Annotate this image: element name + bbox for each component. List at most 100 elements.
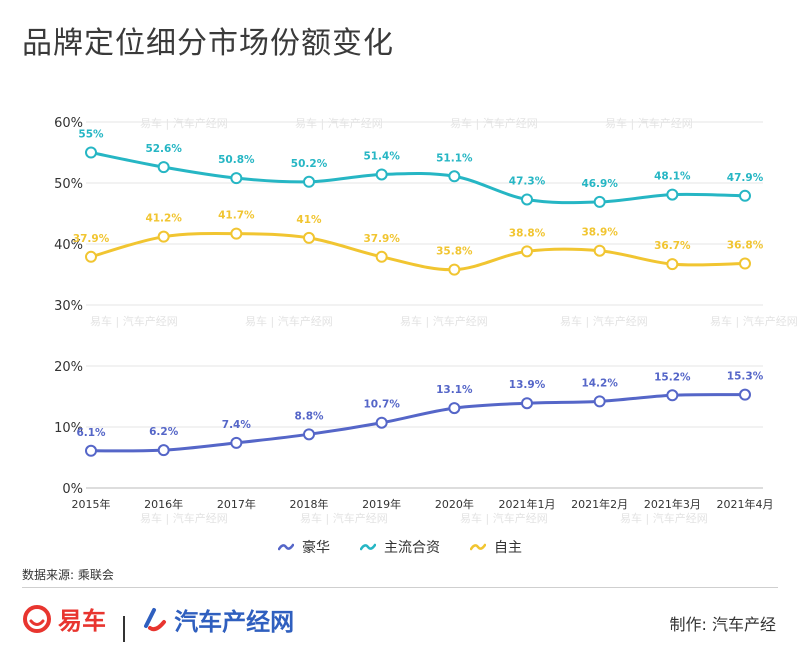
data-point-domestic[interactable] bbox=[375, 250, 388, 263]
chanjing-logo-text: 汽车产经网 bbox=[174, 608, 295, 636]
data-label-luxury: 7.4% bbox=[222, 419, 252, 431]
data-label-luxury: 15.3% bbox=[727, 371, 764, 383]
data-point-domestic[interactable] bbox=[85, 250, 97, 263]
data-label-mainstream: 51.1% bbox=[436, 152, 473, 164]
data-label-luxury: 10.7% bbox=[363, 399, 400, 411]
data-label-luxury: 6.2% bbox=[149, 426, 179, 438]
y-tick-label: 40% bbox=[54, 238, 83, 253]
logo-separator bbox=[123, 616, 126, 642]
legend-item-mainstream[interactable]: 主流合资 bbox=[360, 537, 440, 557]
legend-label-domestic: 自主 bbox=[494, 540, 522, 556]
data-point-luxury[interactable] bbox=[85, 444, 97, 457]
legend-item-luxury[interactable]: 豪华 bbox=[278, 537, 330, 557]
watermark-text: 易车 | 汽车产经网 bbox=[295, 116, 383, 130]
x-tick-label: 2021年1月 bbox=[499, 497, 556, 511]
y-tick-label: 10% bbox=[54, 421, 83, 436]
data-point-domestic[interactable] bbox=[739, 257, 751, 270]
data-label-luxury: 15.2% bbox=[654, 371, 691, 383]
y-tick-label: 30% bbox=[54, 299, 83, 314]
data-label-domestic: 36.8% bbox=[727, 240, 764, 252]
yiche-logo: 易车 bbox=[22, 601, 106, 636]
data-label-luxury: 6.1% bbox=[76, 427, 106, 439]
x-tick-label: 2018年 bbox=[290, 497, 329, 511]
legend-label-luxury: 豪华 bbox=[302, 540, 330, 556]
data-point-domestic[interactable] bbox=[230, 227, 243, 240]
watermark-layer: 易车 | 汽车产经网 易车 | 汽车产经网 易车 | 汽车产经网 易车 | 汽车产经网… bbox=[90, 116, 798, 525]
data-label-domestic: 37.9% bbox=[73, 233, 110, 245]
maker-credit: 制作: 汽车产经 bbox=[669, 615, 776, 634]
watermark-text: 易车 | 汽车产经网 bbox=[245, 314, 333, 328]
data-point-luxury[interactable] bbox=[448, 402, 461, 415]
watermark-text: 易车 | 汽车产经网 bbox=[300, 511, 388, 525]
x-tick-label: 2021年4月 bbox=[717, 497, 774, 511]
data-point-mainstream[interactable] bbox=[230, 172, 243, 185]
data-point-domestic[interactable] bbox=[593, 244, 606, 257]
chanjing-logo-icon bbox=[144, 607, 167, 631]
data-label-mainstream: 47.3% bbox=[509, 175, 546, 187]
series-layer bbox=[85, 146, 751, 457]
data-point-mainstream[interactable] bbox=[303, 175, 315, 188]
data-label-luxury: 13.9% bbox=[509, 379, 546, 391]
series-line-mainstream bbox=[90, 151, 746, 205]
data-label-mainstream: 51.4% bbox=[363, 150, 400, 162]
data-point-domestic[interactable] bbox=[521, 245, 533, 258]
data-point-domestic[interactable] bbox=[303, 231, 315, 244]
watermark-text: 易车 | 汽车产经网 bbox=[710, 314, 798, 328]
data-label-domestic: 41.7% bbox=[218, 210, 255, 222]
data-point-mainstream[interactable] bbox=[157, 161, 170, 174]
data-point-luxury[interactable] bbox=[303, 428, 315, 441]
data-point-domestic[interactable] bbox=[157, 230, 170, 243]
data-label-domestic: 36.7% bbox=[654, 240, 691, 252]
x-tick-label: 2017年 bbox=[217, 497, 256, 511]
data-label-mainstream: 46.9% bbox=[581, 178, 618, 190]
data-point-domestic[interactable] bbox=[448, 263, 461, 276]
legend-item-domestic[interactable]: 自主 bbox=[470, 537, 522, 557]
y-axis-ticks: 0% 10% 20% 30% 40% 50% 60% bbox=[54, 116, 83, 497]
y-tick-label: 60% bbox=[54, 116, 83, 131]
data-point-domestic[interactable] bbox=[666, 258, 679, 271]
data-point-mainstream[interactable] bbox=[739, 189, 751, 202]
data-label-mainstream: 55% bbox=[78, 129, 104, 141]
data-label-luxury: 8.8% bbox=[294, 410, 324, 422]
y-tick-label: 50% bbox=[54, 177, 83, 192]
data-point-luxury[interactable] bbox=[739, 388, 751, 401]
data-point-mainstream[interactable] bbox=[593, 195, 606, 208]
y-tick-label: 0% bbox=[62, 482, 83, 497]
legend-swatch-domestic bbox=[470, 543, 486, 551]
data-point-luxury[interactable] bbox=[230, 436, 243, 449]
data-label-mainstream: 50.2% bbox=[291, 158, 328, 170]
line-chart: 易车 | 汽车产经网 易车 | 汽车产经网 易车 | 汽车产经网 易车 | 汽车产经网… bbox=[54, 116, 798, 525]
data-point-mainstream[interactable] bbox=[85, 146, 97, 159]
data-label-mainstream: 50.8% bbox=[218, 154, 255, 166]
data-point-luxury[interactable] bbox=[521, 397, 533, 410]
x-tick-label: 2021年3月 bbox=[644, 497, 701, 511]
data-point-mainstream[interactable] bbox=[666, 188, 679, 201]
series-line-domestic bbox=[90, 231, 746, 272]
data-labels: 6.1% 6.2% 7.4% 8.8% 10.7% 13.1% 13.9% 14.2% 15.2… bbox=[73, 129, 764, 439]
data-label-domestic: 35.8% bbox=[436, 246, 473, 258]
data-point-luxury[interactable] bbox=[375, 416, 388, 429]
watermark-text: 易车 | 汽车产经网 bbox=[140, 116, 228, 130]
data-label-domestic: 41% bbox=[296, 214, 322, 226]
legend: 豪华 主流合资 自主 bbox=[0, 537, 800, 557]
series-line-luxury bbox=[90, 393, 746, 453]
data-point-mainstream[interactable] bbox=[521, 193, 533, 206]
data-point-luxury[interactable] bbox=[157, 444, 170, 457]
chanjing-logo: 汽车产经网 bbox=[142, 602, 294, 637]
data-point-mainstream[interactable] bbox=[375, 168, 388, 181]
data-label-luxury: 14.2% bbox=[581, 377, 618, 389]
legend-swatch-mainstream bbox=[360, 543, 376, 551]
watermark-text: 易车 | 汽车产经网 bbox=[90, 314, 178, 328]
data-point-luxury[interactable] bbox=[666, 389, 679, 402]
legend-label-mainstream: 主流合资 bbox=[384, 540, 440, 556]
x-tick-label: 2020年 bbox=[435, 497, 474, 511]
yiche-logo-text: 易车 bbox=[58, 607, 106, 635]
x-tick-label: 2021年2月 bbox=[571, 497, 628, 511]
data-point-mainstream[interactable] bbox=[448, 170, 461, 183]
x-axis-ticks: 2015年 2016年 2017年 2018年 2019年 2020年 2021年1月 202… bbox=[72, 497, 774, 511]
data-label-domestic: 41.2% bbox=[145, 213, 182, 225]
y-tick-label: 20% bbox=[54, 360, 83, 375]
data-label-mainstream: 52.6% bbox=[145, 143, 182, 155]
watermark-text: 易车 | 汽车产经网 bbox=[560, 314, 648, 328]
data-point-luxury[interactable] bbox=[593, 395, 606, 408]
